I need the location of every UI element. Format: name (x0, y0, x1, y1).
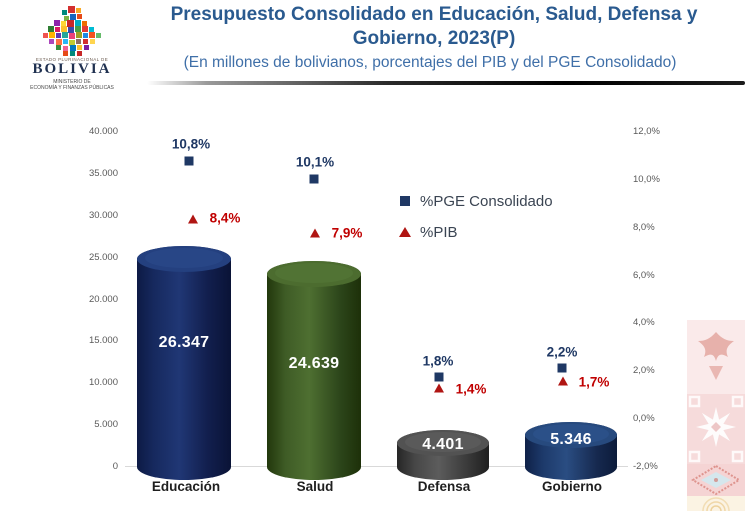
pge-value-label: 1,8% (422, 353, 454, 369)
x-axis-baseline (125, 466, 628, 467)
bolivia-logo: ESTADO PLURINACIONAL DE BOLIVIA MINISTER… (10, 6, 134, 91)
logo-country-name: BOLIVIA (32, 61, 112, 77)
category-label-salud: Salud (296, 479, 334, 494)
pib-triangle-marker-icon (188, 214, 198, 224)
right-axis-tick: -2,0% (633, 461, 658, 472)
chakana-mosaic-icon (43, 6, 101, 56)
legend-label-pib: %PIB (420, 224, 458, 241)
right-axis-tick: 4,0% (633, 317, 655, 328)
category-label-defensa: Defensa (417, 479, 471, 494)
right-axis-tick: 2,0% (633, 365, 655, 376)
pib-value-label: 1,4% (455, 381, 487, 397)
pge-square-marker-icon (434, 372, 444, 382)
left-axis-tick: 25.000 (88, 252, 118, 263)
pge-square-marker-icon (309, 174, 319, 184)
pib-triangle-marker-icon (434, 383, 444, 393)
header-separator (147, 81, 745, 85)
bar-salud (267, 261, 361, 480)
left-axis-tick: 15.000 (88, 335, 118, 346)
bar-educacion (137, 246, 231, 480)
chart-title-line1: Presupuesto Consolidado en Educación, Sa… (170, 4, 698, 25)
bar-defensa (397, 430, 489, 480)
bar-value-label: 5.346 (550, 431, 592, 448)
bar-value-label: 24.639 (288, 355, 340, 372)
bar-value-label: 26.347 (158, 334, 210, 351)
arc-motif-icon (687, 496, 745, 511)
left-axis-tick: 5.000 (94, 419, 118, 430)
chart-title: Presupuesto Consolidado en Educación, Sa… (125, 3, 743, 51)
logo-state-label: ESTADO PLURINACIONAL DE (35, 57, 109, 62)
logo-ministry-line2: ECONOMÍA Y FINANZAS PÚBLICAS (30, 85, 114, 91)
left-axis-tick: 35.000 (88, 168, 118, 179)
left-axis-tick: 40.000 (88, 126, 118, 137)
category-label-educacion: Educación (151, 479, 221, 494)
logo-ministry-line1: MINISTERIO DE (53, 79, 91, 85)
pge-value-label: 10,8% (171, 136, 211, 152)
left-axis-tick: 30.000 (88, 210, 118, 221)
pib-triangle-marker-icon (310, 228, 320, 238)
right-axis-tick: 10,0% (633, 174, 660, 185)
chart-subtitle: (En millones de bolivianos, porcentajes … (183, 54, 677, 71)
pib-triangle-marker-icon (558, 376, 568, 386)
legend-label-pge: %PGE Consolidado (420, 193, 553, 210)
left-axis-tick: 10.000 (88, 377, 118, 388)
right-axis-tick: 12,0% (633, 126, 660, 137)
right-axis-tick: 8,0% (633, 222, 655, 233)
diamond-motif-icon (687, 464, 745, 496)
bar-value-label: 4.401 (422, 436, 464, 453)
legend-square-icon (400, 196, 410, 206)
legend-triangle-icon (399, 227, 411, 237)
pge-square-marker-icon (557, 363, 567, 373)
left-axis-tick: 20.000 (88, 294, 118, 305)
bird-motif-icon (687, 320, 745, 394)
right-axis-tick: 0,0% (633, 413, 655, 424)
pib-value-label: 8,4% (209, 210, 241, 226)
pib-value-label: 1,7% (578, 374, 610, 390)
andean-textile-watermark (687, 320, 745, 511)
chart-title-line2: Gobierno, 2023(P) (352, 28, 516, 49)
pib-value-label: 7,9% (331, 225, 363, 241)
pge-value-label: 10,1% (295, 154, 335, 170)
category-label-gobierno: Gobierno (542, 479, 602, 494)
star-motif-icon (687, 394, 745, 464)
pge-value-label: 2,2% (546, 344, 578, 360)
pge-square-marker-icon (184, 156, 194, 166)
left-axis-tick: 0 (112, 461, 118, 472)
right-axis-tick: 6,0% (633, 270, 655, 281)
bar-gobierno (525, 422, 617, 480)
